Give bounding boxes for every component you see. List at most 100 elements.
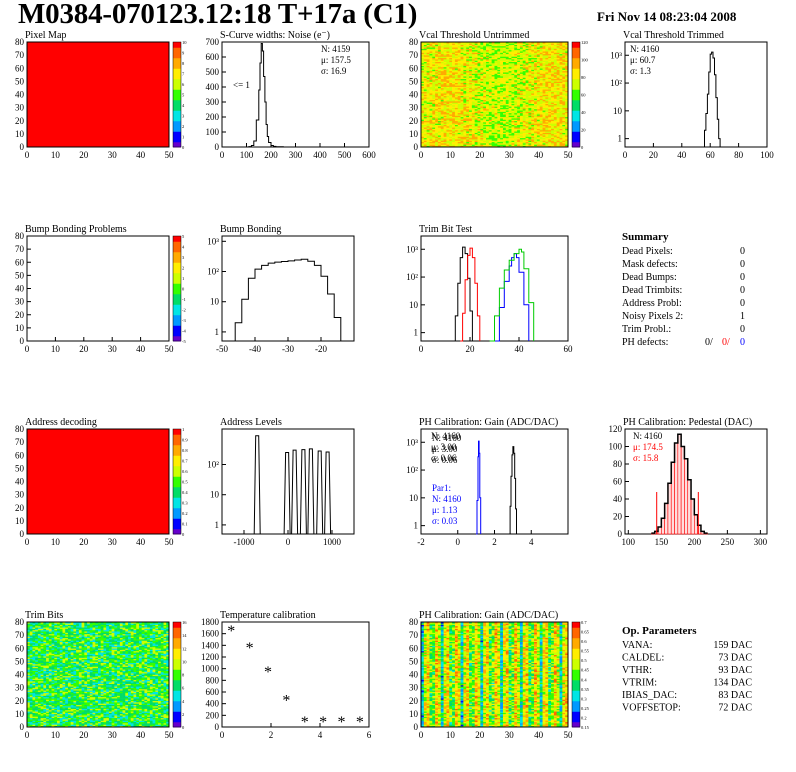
heatmap-cell <box>528 69 532 72</box>
heatmap-cell <box>449 116 453 119</box>
stats-text: σ: 0.06 <box>432 455 458 465</box>
heatmap-cell <box>432 116 436 119</box>
heatmap-cell <box>426 133 430 136</box>
heatmap-cell <box>435 141 439 144</box>
heatmap-cell <box>528 112 532 115</box>
heatmap-cell <box>452 69 456 72</box>
heatmap-cell <box>486 120 490 123</box>
heatmap-cell <box>440 127 444 129</box>
heatmap-cell <box>494 73 498 76</box>
heatmap-cell <box>517 102 521 104</box>
heatmap-cell <box>449 66 453 69</box>
heatmap-cell <box>488 91 492 94</box>
heatmap-cell <box>486 73 490 76</box>
heatmap-cell <box>502 43 507 45</box>
heatmap-cell <box>480 137 484 140</box>
heatmap-cell <box>423 119 427 122</box>
heatmap-cell <box>519 70 524 73</box>
heatmap-cell <box>457 51 461 53</box>
heatmap-cell <box>443 107 447 110</box>
heatmap-cell <box>500 108 504 111</box>
heatmap-cell <box>477 97 481 99</box>
heatmap-cell <box>528 94 532 97</box>
heatmap-cell <box>511 105 515 107</box>
heatmap-cell <box>463 129 467 132</box>
heatmap-cell <box>457 143 461 145</box>
heatmap-cell <box>421 136 425 139</box>
heatmap-cell <box>514 137 518 140</box>
heatmap-cell <box>423 132 427 135</box>
heatmap-cell <box>432 131 436 133</box>
heatmap-cell <box>423 107 427 110</box>
heatmap-cell <box>522 119 526 122</box>
heatmap-cell <box>437 84 442 86</box>
heatmap-cell <box>443 95 447 98</box>
heatmap-cell <box>437 111 442 114</box>
heatmap-cell <box>426 99 430 102</box>
heatmap-cell <box>457 84 461 86</box>
heatmap-cell <box>435 135 439 137</box>
heatmap-cell <box>483 55 487 57</box>
heatmap-cell <box>460 85 464 87</box>
heatmap-cell <box>528 136 532 139</box>
heatmap-cell <box>525 127 529 129</box>
heatmap-cell <box>508 95 512 98</box>
heatmap-cell <box>435 98 439 101</box>
heatmap-cell <box>514 49 518 52</box>
heatmap-cell <box>528 73 532 76</box>
heatmap-cell <box>440 60 444 62</box>
x-tick-label: 0 <box>220 150 225 160</box>
heatmap-cell <box>528 68 532 70</box>
heatmap-cell <box>426 95 430 98</box>
heatmap-cell <box>517 122 521 124</box>
heatmap-cell <box>463 115 467 118</box>
heatmap-cell <box>528 116 532 119</box>
heatmap-cell <box>421 98 425 101</box>
heatmap-cell <box>440 122 444 124</box>
heatmap-cell <box>437 56 442 59</box>
heatmap-cell <box>511 139 515 141</box>
heatmap-cell <box>486 49 490 52</box>
heatmap-cell <box>443 74 447 77</box>
heatmap-cell <box>483 144 487 146</box>
heatmap-cell <box>494 111 498 114</box>
heatmap-cell <box>421 72 425 74</box>
heatmap-cell <box>446 53 450 56</box>
palette-cell <box>173 299 181 305</box>
heatmap-cell <box>477 72 481 74</box>
palette-label: 5 <box>182 93 185 98</box>
heatmap-cell <box>435 68 439 70</box>
heatmap-cell <box>519 55 524 57</box>
heatmap-cell <box>477 120 481 123</box>
heatmap-cell <box>491 127 495 129</box>
heatmap-cell <box>486 68 490 70</box>
heatmap-cell <box>511 73 515 76</box>
heatmap-cell <box>494 72 498 74</box>
heatmap-cell <box>477 53 481 56</box>
heatmap-cell <box>437 143 442 145</box>
heatmap-cell <box>480 105 484 107</box>
heatmap-cell <box>483 48 487 51</box>
heatmap-cell <box>423 122 427 124</box>
heatmap-cell <box>437 102 442 104</box>
y-tick-label: 60 <box>15 450 25 460</box>
heatmap-cell <box>480 48 484 51</box>
heatmap-cell <box>435 65 439 68</box>
palette-cell <box>173 314 181 321</box>
heatmap-cell <box>511 116 515 119</box>
heatmap-cell <box>480 55 484 57</box>
heatmap-cell <box>426 47 430 49</box>
heatmap-cell <box>477 87 481 90</box>
heatmap-cell <box>497 87 501 90</box>
heatmap-cell <box>449 52 453 55</box>
y-tick-label: 10 <box>15 129 25 139</box>
heatmap-cell <box>511 135 515 137</box>
heatmap-cell <box>494 140 498 143</box>
heatmap-cell <box>435 45 439 48</box>
heatmap-cell <box>457 55 461 57</box>
heatmap-cell <box>517 123 521 125</box>
heatmap-cell <box>446 89 450 91</box>
heatmap-cell <box>452 77 456 80</box>
heatmap-cell <box>446 94 450 97</box>
heatmap-cell <box>491 137 495 140</box>
